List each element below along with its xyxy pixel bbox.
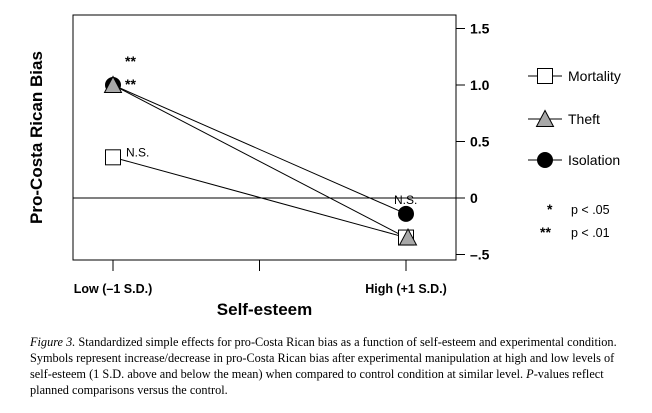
series-markers (103, 75, 418, 246)
significance-label: N.S. (126, 145, 149, 159)
legend-marker-mortality (537, 68, 553, 84)
y-tick-label: –.5 (470, 247, 490, 263)
data-point-theft (103, 75, 123, 93)
legend-marker-isolation (537, 152, 553, 168)
x-tick-label: Low (–1 S.D.) (74, 282, 152, 296)
significance-notes: * p < .05 ** p < .01 (540, 201, 610, 240)
note-text: p < .01 (571, 226, 610, 240)
note-symbol: * (547, 201, 553, 217)
annotations: N.S. ** ** N.S. (125, 53, 417, 207)
chart: 1.5 1.0 0.5 0 –.5 Pro-Costa Rican Bias Low (–1… (27, 14, 621, 320)
series-line-theft (112, 84, 407, 238)
axes: 1.5 1.0 0.5 0 –.5 Pro-Costa Rican Bias Low (–1… (27, 21, 490, 320)
x-tick-label: High (+1 S.D.) (365, 282, 447, 296)
caption-text-1: Standardized simple effects for pro-Cost… (30, 335, 617, 381)
y-axis-title: Pro-Costa Rican Bias (27, 51, 46, 224)
significance-label: ** (125, 53, 136, 69)
data-point-isolation (398, 205, 414, 222)
series-lines (112, 84, 407, 239)
caption-text-2: -values reflect planned comparisons vers… (30, 367, 604, 397)
legend-label-mortality: Mortality (568, 68, 621, 84)
note-text: p < .05 (571, 203, 610, 217)
y-tick-label: 0 (470, 190, 478, 206)
legend-label-isolation: Isolation (568, 152, 620, 168)
data-point-mortality (105, 149, 121, 166)
series-line-mortality (112, 156, 407, 239)
significance-label: ** (125, 76, 136, 92)
y-tick-label: 1.5 (470, 21, 490, 37)
data-point-theft (398, 227, 418, 246)
legend-label-theft: Theft (568, 111, 600, 127)
y-tick-label: 0.5 (470, 134, 490, 150)
significance-label: N.S. (394, 193, 417, 207)
plot-frame (72, 14, 457, 261)
legend-marker-theft (535, 109, 555, 127)
y-tick-label: 1.0 (470, 77, 490, 93)
figure-caption: Figure 3. Standardized simple effects fo… (30, 334, 630, 398)
figure-label: Figure 3. (30, 335, 76, 349)
legend: Mortality Theft Isolation (528, 68, 621, 168)
caption-p-italic: P (526, 367, 534, 381)
series-line-isolation (112, 84, 407, 215)
plot-area (72, 14, 457, 261)
x-axis-title: Self-esteem (217, 300, 312, 319)
note-symbol: ** (540, 224, 551, 240)
